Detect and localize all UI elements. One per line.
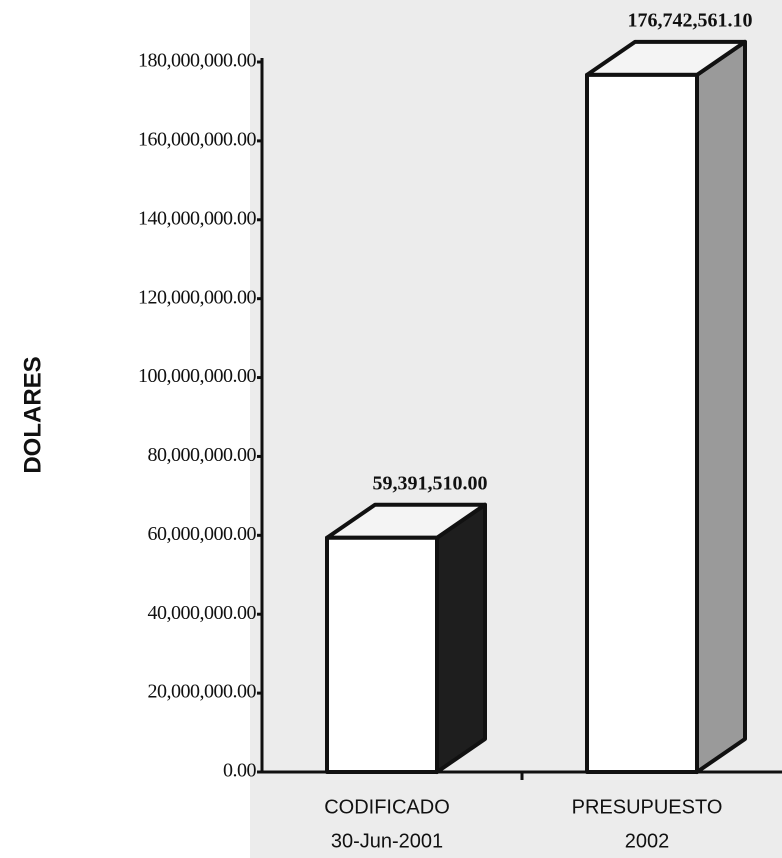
y-tick-label: 20,000,000.00 [148,681,257,703]
y-tick-label: 100,000,000.00 [138,365,257,387]
value-label: 59,391,510.00 [373,472,488,494]
y-tick-label: 60,000,000.00 [148,523,257,545]
y-tick-label: 180,000,000.00 [138,50,257,72]
y-tick-label: 160,000,000.00 [138,128,257,150]
bar-side [435,502,487,774]
y-tick-label: 80,000,000.00 [148,444,257,466]
x-tick-label: 30-Jun-2001 [331,830,443,852]
y-tick-label: 140,000,000.00 [138,207,257,229]
value-label: 176,742,561.10 [628,9,753,31]
bar [585,72,699,774]
x-tick-label: CODIFICADO [324,796,450,818]
x-tick-label: PRESUPUESTO [572,796,723,818]
bar-side [695,39,747,774]
bar [325,535,439,774]
y-axis-label: DOLARES [19,356,46,473]
y-tick-label: 120,000,000.00 [138,286,257,308]
y-tick-label: 0.00 [223,760,257,782]
x-tick-label: 2002 [625,830,670,852]
y-tick-label: 40,000,000.00 [148,602,257,624]
